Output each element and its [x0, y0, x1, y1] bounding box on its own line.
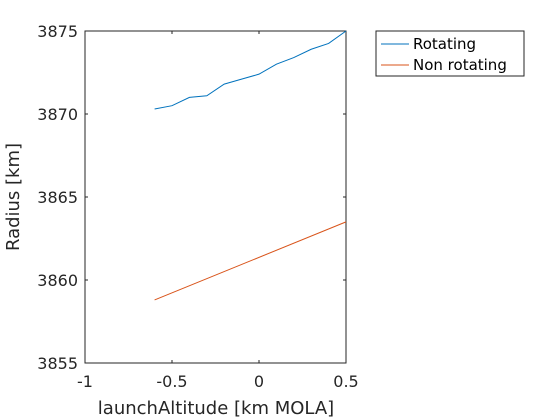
x-tick-label: 0 — [254, 372, 264, 391]
x-tick-label: -0.5 — [156, 372, 187, 391]
y-tick-label: 3860 — [37, 271, 78, 290]
x-tick-label: -1 — [77, 372, 93, 391]
series-lines — [154, 30, 347, 301]
x-tick-label: 0.5 — [333, 372, 358, 391]
plot-area — [84, 30, 347, 364]
legend-label: Non rotating — [413, 56, 507, 74]
series-line-non-rotating — [154, 221, 347, 301]
series-line-rotating — [154, 30, 347, 110]
y-tick-label: 3875 — [37, 22, 78, 41]
x-axis-title: launchAltitude [km MOLA] — [98, 398, 334, 419]
legend-box — [375, 30, 525, 77]
y-tick-label: 3870 — [37, 105, 78, 124]
plot-background — [85, 31, 346, 363]
legend: Rotating Non rotating — [375, 30, 525, 77]
y-tick-label: 3865 — [37, 188, 78, 207]
legend-label: Rotating — [413, 35, 476, 53]
y-tick-label: 3855 — [37, 354, 78, 373]
y-axis-title: Radius [km] — [3, 143, 24, 251]
axis-ticks: -1 -0.5 0 0.5 3855 3860 3865 3870 3875 — [37, 22, 358, 391]
